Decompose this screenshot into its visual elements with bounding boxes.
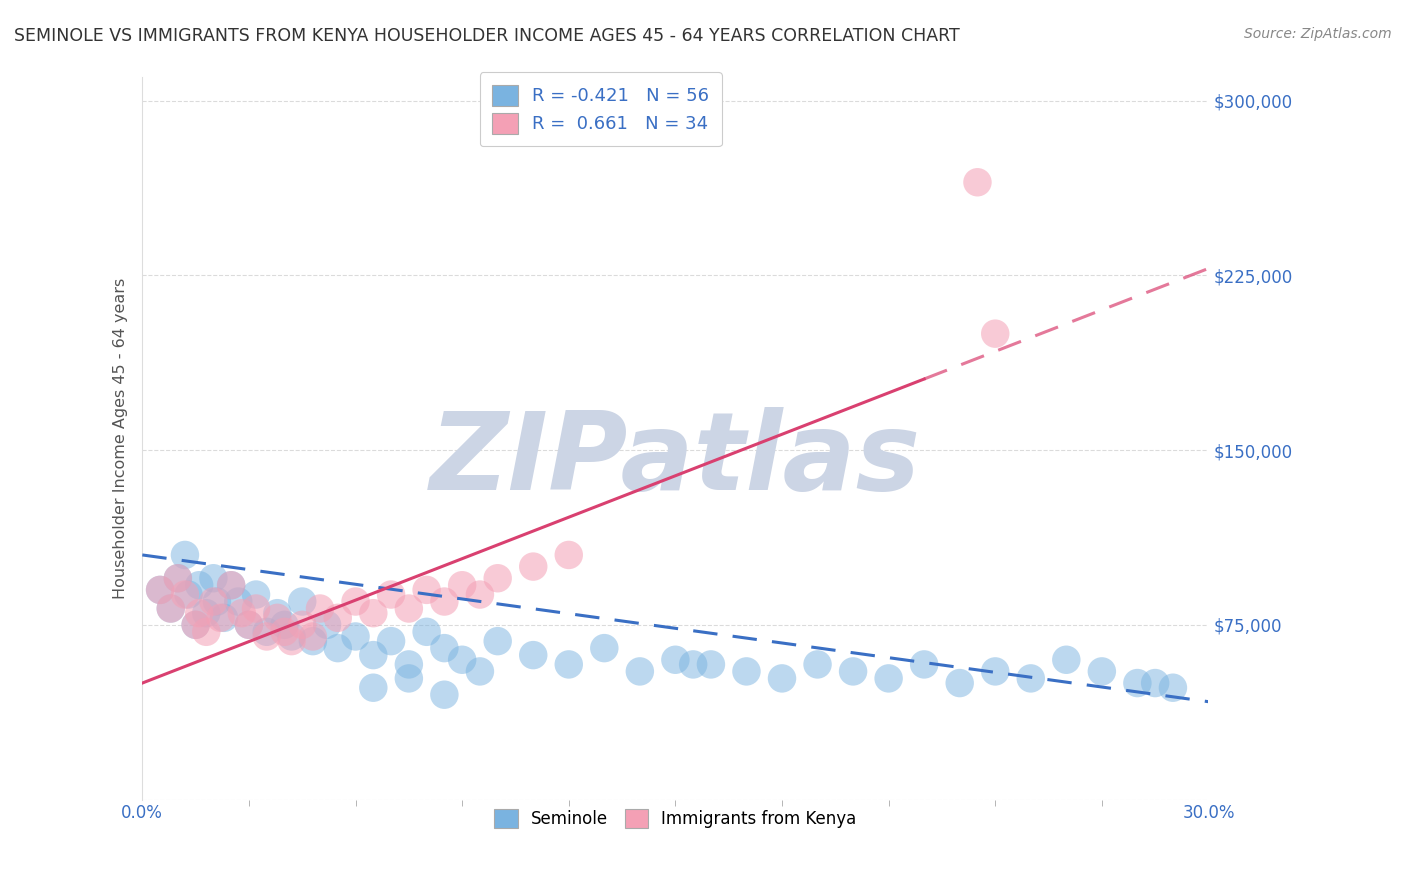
Point: [628, 665, 651, 679]
Point: [912, 657, 935, 672]
Point: [209, 611, 232, 625]
Point: [159, 601, 181, 615]
Point: [415, 624, 437, 639]
Point: [256, 630, 278, 644]
Point: [245, 588, 267, 602]
Point: [593, 641, 616, 656]
Legend: Seminole, Immigrants from Kenya: Seminole, Immigrants from Kenya: [488, 802, 863, 835]
Point: [159, 601, 181, 615]
Point: [363, 681, 385, 695]
Point: [433, 641, 456, 656]
Point: [468, 665, 491, 679]
Y-axis label: Householder Income Ages 45 - 64 years: Householder Income Ages 45 - 64 years: [114, 277, 128, 599]
Point: [174, 588, 197, 602]
Point: [202, 571, 225, 585]
Text: SEMINOLE VS IMMIGRANTS FROM KENYA HOUSEHOLDER INCOME AGES 45 - 64 YEARS CORRELAT: SEMINOLE VS IMMIGRANTS FROM KENYA HOUSEH…: [14, 27, 960, 45]
Point: [1144, 676, 1167, 690]
Point: [468, 588, 491, 602]
Point: [433, 688, 456, 702]
Point: [700, 657, 723, 672]
Point: [770, 672, 793, 686]
Point: [226, 594, 249, 608]
Point: [266, 611, 288, 625]
Point: [451, 578, 474, 592]
Point: [219, 578, 242, 592]
Point: [177, 588, 200, 602]
Point: [363, 606, 385, 620]
Point: [398, 601, 420, 615]
Point: [486, 571, 509, 585]
Point: [326, 611, 349, 625]
Point: [280, 630, 302, 644]
Point: [984, 665, 1007, 679]
Point: [558, 548, 581, 562]
Point: [664, 653, 686, 667]
Point: [682, 657, 704, 672]
Point: [231, 606, 253, 620]
Point: [949, 676, 972, 690]
Point: [966, 175, 988, 189]
Point: [558, 657, 581, 672]
Point: [486, 634, 509, 648]
Point: [451, 653, 474, 667]
Point: [195, 606, 218, 620]
Point: [238, 617, 260, 632]
Point: [291, 617, 314, 632]
Point: [302, 634, 325, 648]
Point: [195, 624, 218, 639]
Point: [166, 571, 188, 585]
Point: [166, 571, 188, 585]
Point: [984, 326, 1007, 341]
Point: [280, 634, 302, 648]
Point: [398, 657, 420, 672]
Point: [184, 617, 207, 632]
Point: [735, 665, 758, 679]
Point: [205, 594, 228, 608]
Point: [1054, 653, 1077, 667]
Point: [522, 559, 544, 574]
Point: [363, 648, 385, 662]
Point: [1126, 676, 1149, 690]
Point: [326, 641, 349, 656]
Point: [1161, 681, 1184, 695]
Point: [256, 624, 278, 639]
Point: [202, 594, 225, 608]
Point: [433, 594, 456, 608]
Point: [522, 648, 544, 662]
Point: [302, 630, 325, 644]
Point: [398, 672, 420, 686]
Point: [188, 578, 211, 592]
Point: [415, 582, 437, 597]
Point: [309, 601, 332, 615]
Text: ZIPatlas: ZIPatlas: [430, 407, 921, 513]
Point: [188, 606, 211, 620]
Point: [1019, 672, 1042, 686]
Point: [219, 578, 242, 592]
Point: [316, 617, 339, 632]
Point: [291, 594, 314, 608]
Point: [380, 634, 402, 648]
Point: [238, 617, 260, 632]
Point: [149, 582, 172, 597]
Point: [245, 601, 267, 615]
Point: [344, 594, 367, 608]
Point: [266, 606, 288, 620]
Point: [877, 672, 900, 686]
Point: [344, 630, 367, 644]
Point: [174, 548, 197, 562]
Point: [149, 582, 172, 597]
Point: [212, 611, 235, 625]
Point: [273, 624, 295, 639]
Point: [806, 657, 828, 672]
Point: [184, 617, 207, 632]
Point: [1091, 665, 1114, 679]
Point: [380, 588, 402, 602]
Point: [273, 617, 295, 632]
Point: [842, 665, 865, 679]
Text: Source: ZipAtlas.com: Source: ZipAtlas.com: [1244, 27, 1392, 41]
